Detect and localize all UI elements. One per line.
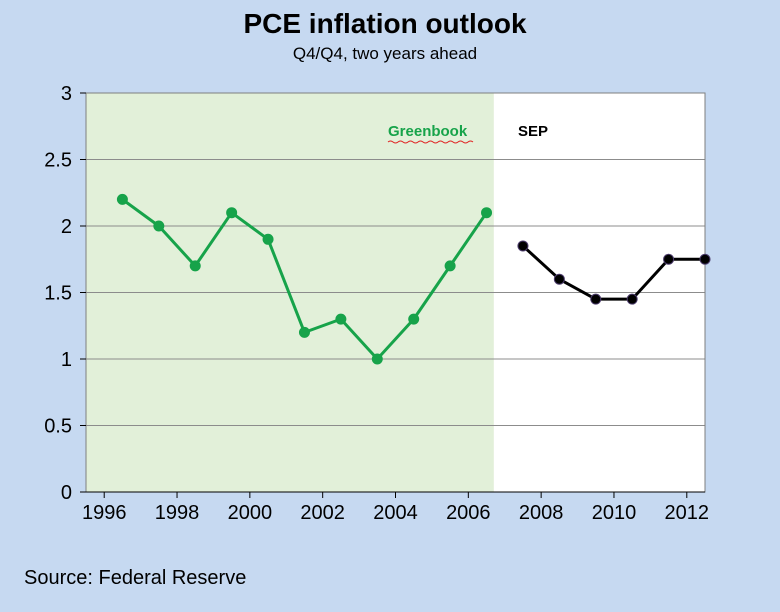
sep-line [521,244,705,301]
source-note: Source: Federal Reserve [24,567,247,589]
y-tick-label: 1.5 [44,283,72,305]
y-tick-label: 1 [61,349,72,371]
spellcheck-underline [387,140,474,144]
y-tick-label: 0.5 [44,416,72,438]
x-tick-label: 1996 [82,502,127,524]
y-tick-label: 2 [61,216,72,238]
sep-point [663,253,675,265]
greenbook-point [408,313,420,325]
y-tick-label: 2.5 [44,150,72,172]
x-tick-label: 1998 [155,502,200,524]
greenbook-label: Greenbook [388,123,468,140]
x-tick-label: 2000 [228,502,273,524]
greenbook-point [335,313,347,325]
greenbook-point [226,207,238,219]
greenbook-point [262,233,274,245]
sep-label: SEP [518,123,548,140]
sep-point [626,293,638,305]
x-tick-label: 2008 [519,502,564,524]
y-tick-label: 0 [61,482,72,504]
sep-point [517,240,529,252]
sep-point [699,253,711,265]
y-tick-label: 3 [61,83,72,105]
chart-subtitle: Q4/Q4, two years ahead [292,44,478,63]
x-tick-label: 2004 [373,502,418,524]
greenbook-point [444,260,456,272]
x-tick-label: 2002 [300,502,345,524]
x-tick-label: 2006 [446,502,491,524]
greenbook-point [371,353,383,365]
chart-title: PCE inflation outlook [243,8,527,39]
x-tick-label: 2012 [665,502,710,524]
greenbook-point [189,260,201,272]
greenbook-point [116,193,128,205]
greenbook-point [481,207,493,219]
greenbook-point [298,326,310,338]
greenbook-point [153,220,165,232]
sep-point [590,293,602,305]
x-tick-label: 2010 [592,502,637,524]
sep-point [553,273,565,285]
